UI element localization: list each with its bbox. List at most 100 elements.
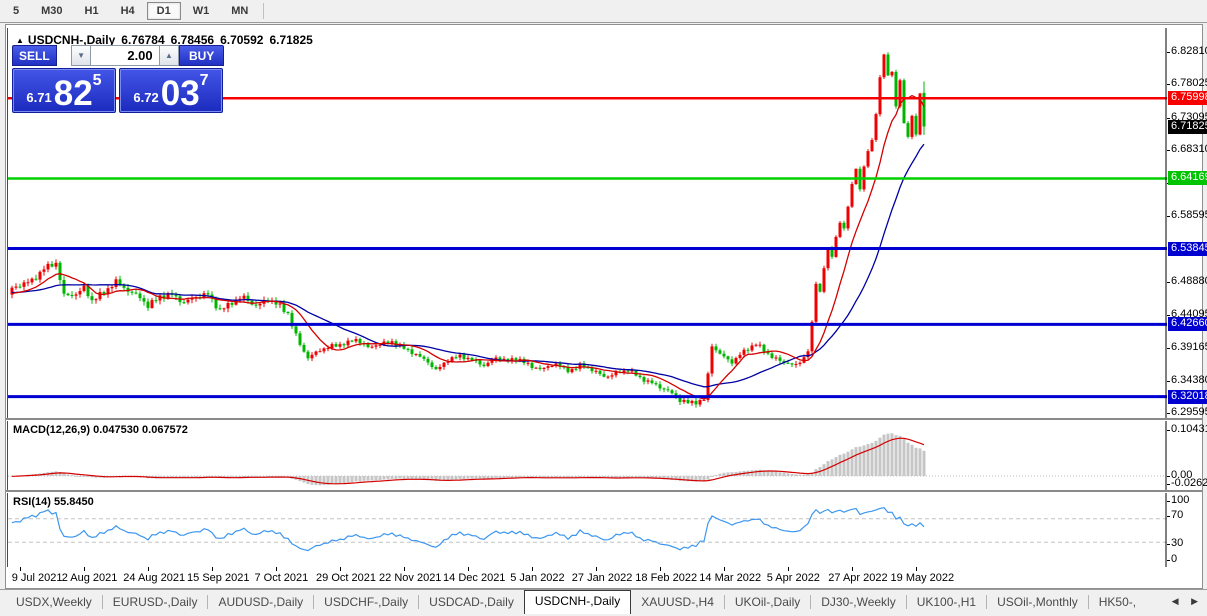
one-click-trading-panel: SELL ▼ 2.00 ▲ BUY 6.71 82 5 6.72 03 7 [12,45,224,113]
buy-price-small: 6.72 [133,90,159,105]
rsi-chart[interactable] [8,492,1167,567]
timeframe-h4[interactable]: H4 [120,5,135,17]
date-tick [84,567,85,571]
volume-input[interactable]: 2.00 [91,45,159,66]
price-axis-badge: 6.71825 [1168,120,1207,134]
price-axis-label: 6.34380 [1167,374,1207,386]
pane-separator[interactable] [6,490,1202,493]
toolbar-separator [263,3,265,19]
ohlc-close: 6.71825 [269,33,313,47]
price-axis-badge: 6.42660 [1168,317,1207,331]
collapse-arrow-icon[interactable]: ▲ [16,36,24,45]
buy-price-box[interactable]: 6.72 03 7 [119,68,223,113]
pane-separator[interactable] [6,418,1202,421]
tab-divider [986,595,988,609]
price-axis-label: 6.68310 [1167,143,1207,155]
tab-usdchf-daily[interactable]: USDCHF-,Daily [324,595,409,609]
chart-tab-bar: USDX,Weekly EURUSD-,Daily AUDUSD-,Daily USD… [0,589,1207,614]
buy-price-big: 03 [160,74,200,114]
tab-dj30-weekly[interactable]: DJ30-,Weekly [821,595,896,609]
date-tick [212,567,213,571]
tab-xauusd-h4[interactable]: XAUUSD-,H4 [641,595,714,609]
date-label: 27 Jan 2022 [571,572,633,584]
macd-axis-label: 0.104313 [1167,423,1207,435]
date-tick [660,567,661,571]
date-label: 19 May 2022 [890,572,955,584]
macd-label: MACD(12,26,9) 0.047530 0.067572 [13,424,188,436]
timeframe-h1[interactable]: H1 [84,5,99,17]
date-label: 24 Aug 2021 [123,572,186,584]
date-label: 18 Feb 2022 [635,572,698,584]
price-axis-label: 6.58595 [1167,209,1207,221]
date-label: 14 Mar 2022 [699,572,762,584]
date-tick [468,567,469,571]
ohlc-open: 6.76784 [121,33,165,47]
date-label: 5 Jan 2022 [510,572,565,584]
date-label: 2 Aug 2021 [61,572,118,584]
date-tick [276,567,277,571]
buy-button[interactable]: BUY [179,45,224,66]
rsi-axis-label: 70 [1166,509,1184,521]
rsi-axis-label: 100 [1166,494,1190,506]
sell-price-small: 6.71 [26,90,52,105]
price-axis-badge: 6.32018 [1168,390,1207,404]
tab-usdcnh-daily[interactable]: USDCNH-,Daily [523,590,632,614]
macd-chart[interactable] [8,421,1167,490]
timeframe-m30[interactable]: M30 [41,5,63,17]
macd-axis-label: -0.026249 [1167,477,1207,489]
date-label: 5 Apr 2022 [766,572,820,584]
tab-divider [313,595,315,609]
buy-price-sup: 7 [199,72,209,89]
macd-axis-label: 0.00 [1166,469,1193,481]
tab-usdx-weekly[interactable]: USDX,Weekly [16,595,92,609]
volume-decrease-button[interactable]: ▼ [70,45,92,66]
timeframe-w1[interactable]: W1 [192,5,210,17]
tab-divider [207,595,209,609]
tab-uk100-h1[interactable]: UK100-,H1 [916,595,977,609]
tab-divider [101,595,103,609]
tab-usoil-monthly[interactable]: USOil-,Monthly [997,595,1078,609]
date-label: 7 Oct 2021 [254,572,309,584]
date-tick [404,567,405,571]
date-tick [340,567,341,571]
tab-ukoil-daily[interactable]: UKOil-,Daily [734,595,801,609]
rsi-label: RSI(14) 55.8450 [13,496,94,508]
tab-hk50[interactable]: HK50-, [1098,595,1137,609]
price-axis-badge: 6.53845 [1168,242,1207,256]
date-label: 27 Apr 2022 [828,572,888,584]
rsi-axis-label: 30 [1166,537,1184,549]
sell-price-box[interactable]: 6.71 82 5 [12,68,116,113]
date-tick [724,567,725,571]
tab-usdcad-daily[interactable]: USDCAD-,Daily [429,595,514,609]
chart-left-border [7,28,8,567]
date-label: 22 Nov 2021 [379,572,442,584]
volume-increase-button[interactable]: ▲ [158,45,180,66]
date-tick [852,567,853,571]
ohlc-low: 6.70592 [220,33,264,47]
date-tick [532,567,533,571]
tab-audusd-daily[interactable]: AUDUSD-,Daily [218,595,304,609]
date-label: 29 Oct 2021 [316,572,376,584]
date-tick [916,567,917,571]
date-label: 9 Jul 2021 [11,572,63,584]
tab-scroll-arrows[interactable]: ◀ ▶ [1171,596,1203,606]
timeframe-5[interactable]: 5 [13,5,20,17]
price-axis-label: 6.78025 [1167,77,1207,89]
price-axis-label: 6.39165 [1167,341,1207,353]
sell-button[interactable]: SELL [12,45,57,66]
price-axis-label: 6.82810 [1167,45,1207,57]
date-axis[interactable]: 9 Jul 2021 2 Aug 2021 24 Aug 2021 15 Sep 20… [8,567,1167,588]
price-axis-badge: 6.75998 [1168,91,1207,105]
timeframe-mn[interactable]: MN [231,5,249,17]
tab-divider [418,595,420,609]
price-axis-label: 6.48880 [1167,275,1207,287]
price-axis-label: 6.29595 [1167,406,1207,418]
timeframe-d1[interactable]: D1 [146,2,181,20]
tab-divider [1087,595,1089,609]
tab-divider [905,595,907,609]
tab-eurusd-daily[interactable]: EURUSD-,Daily [112,595,198,609]
date-label: 14 Dec 2021 [443,572,506,584]
rsi-axis-label: 0 [1166,553,1178,565]
timeframe-toolbar: 5 M30 H1 H4 D1 W1 MN [0,0,1207,23]
date-label: 15 Sep 2021 [187,572,250,584]
